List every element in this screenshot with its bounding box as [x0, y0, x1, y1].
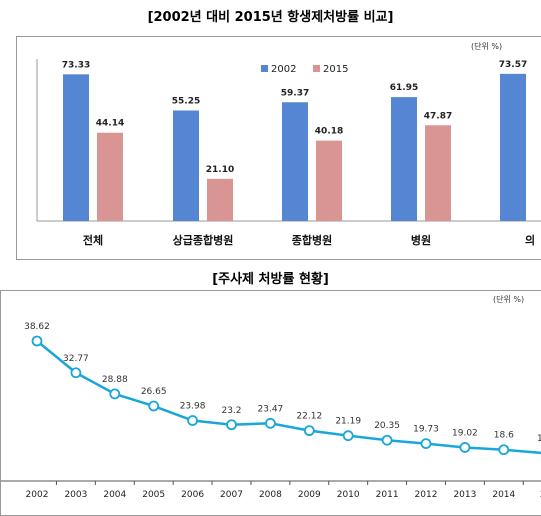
line-value-label: 28.88	[102, 375, 128, 385]
bar-value-label: 55.25	[172, 97, 200, 107]
line-point	[264, 417, 276, 429]
bar-category-label: 의	[525, 233, 535, 247]
bar-chart-unit: (단위 %)	[471, 42, 503, 51]
line-x-tick-label: 2004	[103, 490, 126, 500]
line-chart-panel: (단위 %) 38.62 2002 32.77 2003 28.88 2004 26.65 2…	[0, 290, 541, 516]
line-chart-unit: (단위 %)	[493, 295, 525, 304]
line-point	[187, 415, 199, 426]
line-point	[342, 430, 354, 442]
bar-2002-0	[63, 74, 89, 221]
line-point	[498, 444, 510, 456]
line-x-tick-label: 2014	[492, 490, 515, 500]
line-x-tick-label: 2009	[298, 490, 321, 500]
line-point	[70, 367, 82, 379]
line-value-label: 21.19	[335, 417, 361, 427]
bar-chart: 73.33 44.14 전체 55.25 21.10 상급종합병원 59.37 40.18 종합…	[36, 59, 541, 247]
line-value-label: 23.98	[180, 402, 206, 412]
line-x-tick-label: 2007	[220, 490, 243, 500]
legend-label-2002: 2002	[271, 64, 296, 75]
bar-2002-1	[173, 110, 199, 221]
bar-value-label: 73.57	[499, 60, 527, 70]
bar-value-label: 21.10	[206, 165, 234, 175]
bar-2002-4	[500, 73, 526, 221]
bar-2015-1	[207, 178, 233, 221]
line-value-label: 18	[537, 434, 541, 444]
bar-2002-3	[391, 97, 417, 221]
line-value-label: 23.47	[258, 404, 284, 414]
legend-swatch-2002	[261, 65, 268, 72]
line-value-label: 23.2	[221, 406, 241, 416]
line-x-tick-label: 2010	[337, 490, 360, 500]
bar-category-label: 상급종합병원	[173, 233, 234, 247]
line-value-label: 18.6	[494, 431, 514, 441]
line-x-tick-label: 2003	[64, 490, 87, 500]
bar-2015-3	[425, 125, 451, 221]
line-point	[420, 438, 432, 450]
line-x-tick-label: 2013	[453, 490, 476, 500]
line-x-tick-label: 2006	[181, 490, 204, 500]
line-chart: 38.62 2002 32.77 2003 28.88 2004 26.65 2005 23.9…	[1, 322, 541, 500]
line-point	[459, 442, 471, 453]
line-value-label: 19.02	[452, 428, 478, 438]
line-x-tick-label: 2011	[376, 490, 399, 500]
bar-value-label: 73.33	[62, 60, 90, 70]
bar-2015-0	[97, 132, 123, 221]
line-point	[109, 388, 121, 400]
bar-value-label: 44.14	[96, 119, 124, 129]
bar-chart-title: [2002년 대비 2015년 항생제처방률 비교]	[147, 10, 394, 25]
legend-label-2015: 2015	[323, 64, 348, 75]
line-x-tick-label: 2012	[415, 490, 438, 500]
bar-value-label: 47.87	[424, 111, 452, 121]
line-point	[303, 425, 315, 437]
line-x-tick-label: 2	[540, 490, 541, 500]
line-x-tick-label: 2005	[142, 490, 165, 500]
line-value-label: 38.62	[24, 322, 50, 332]
bar-category-label: 종합병원	[292, 233, 332, 247]
line-point	[226, 419, 237, 431]
bar-category-label: 병원	[411, 233, 431, 247]
legend-swatch-2015	[313, 65, 320, 72]
line-value-label: 22.12	[296, 412, 322, 422]
line-chart-title: [주사제 처방률 현황]	[212, 272, 329, 287]
line-point	[381, 434, 393, 446]
bar-category-label: 전체	[83, 233, 103, 247]
line-value-label: 20.35	[374, 421, 400, 431]
bar-value-label: 61.95	[390, 83, 418, 93]
line-x-tick-label: 2002	[26, 490, 49, 500]
bar-2015-2	[316, 140, 342, 221]
line-value-label: 32.77	[63, 354, 89, 364]
bar-value-label: 40.18	[315, 127, 343, 137]
line-point	[31, 335, 43, 347]
bar-chart-panel: (단위 %) 73.33 44.14 전체 55.25 21.10 상급종합병원 59.37…	[16, 36, 541, 260]
line-value-label: 19.73	[413, 425, 439, 435]
bar-2002-2	[282, 102, 308, 221]
line-point	[148, 400, 160, 412]
bar-value-label: 59.37	[281, 88, 309, 98]
line-x-tick-label: 2008	[259, 490, 282, 500]
line-value-label: 26.65	[141, 387, 167, 397]
